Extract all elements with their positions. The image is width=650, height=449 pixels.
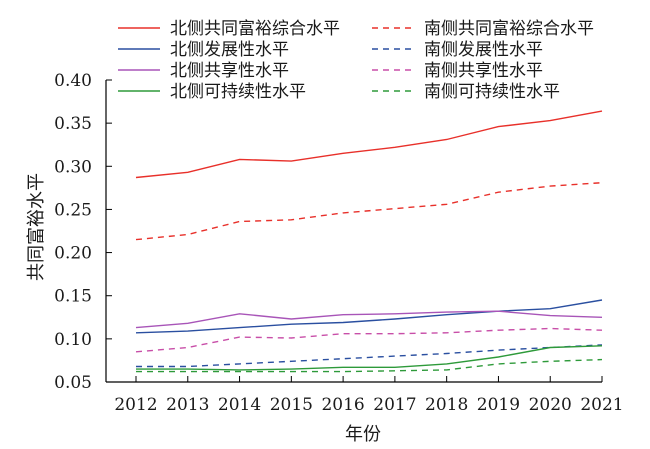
y-tick-label: 0.25 xyxy=(54,200,92,220)
y-tick-label: 0.20 xyxy=(54,244,92,264)
y-tick-label: 0.15 xyxy=(54,287,92,307)
series-line-南侧发展性水平 xyxy=(136,344,603,368)
x-tick-label: 2012 xyxy=(114,395,157,415)
series-line-南侧共享性水平 xyxy=(135,327,603,353)
series-line-北侧共享性水平 xyxy=(135,310,603,329)
x-tick-label: 2013 xyxy=(166,395,209,415)
series-line-南侧共同富裕综合水平 xyxy=(135,182,603,241)
legend-label: 南侧共同富裕综合水平 xyxy=(424,19,594,39)
x-tick-label: 2020 xyxy=(529,395,572,415)
legend-label: 北侧发展性水平 xyxy=(170,40,289,60)
y-tick-label: 0.35 xyxy=(54,114,92,134)
legend-label: 北侧共同富裕综合水平 xyxy=(170,19,340,39)
legend-label: 南侧共享性水平 xyxy=(424,61,543,81)
y-axis-label: 共同富裕水平 xyxy=(26,173,47,281)
series-line-北侧发展性水平 xyxy=(135,299,603,334)
x-tick-label: 2014 xyxy=(218,395,261,415)
x-tick-label: 2021 xyxy=(580,395,623,415)
x-tick-label: 2016 xyxy=(321,395,364,415)
legend-label: 北侧共享性水平 xyxy=(170,61,289,81)
plot-area xyxy=(135,110,603,373)
x-tick-label: 2015 xyxy=(270,395,313,415)
x-tick-label: 2018 xyxy=(425,395,468,415)
legend-label: 北侧可持续性水平 xyxy=(170,82,306,102)
series-line-北侧共同富裕综合水平 xyxy=(135,110,603,179)
x-tick-label: 2017 xyxy=(373,395,416,415)
x-tick-label: 2019 xyxy=(477,395,520,415)
y-tick-label: 0.10 xyxy=(54,330,92,350)
legend-label: 南侧可持续性水平 xyxy=(424,82,560,102)
axes: 0.05 0.10 0.15 0.20 0.25 0.30 0.35 0.40 2012 2013… xyxy=(54,71,623,415)
x-axis-label: 年份 xyxy=(345,424,381,445)
y-tick-label: 0.40 xyxy=(54,71,92,91)
y-tick-label: 0.05 xyxy=(54,373,92,393)
series-line-南侧可持续性水平 xyxy=(136,358,603,373)
series-line-北侧可持续性水平 xyxy=(136,345,603,371)
legend-label: 南侧发展性水平 xyxy=(424,40,543,60)
y-tick-label: 0.30 xyxy=(54,157,92,177)
